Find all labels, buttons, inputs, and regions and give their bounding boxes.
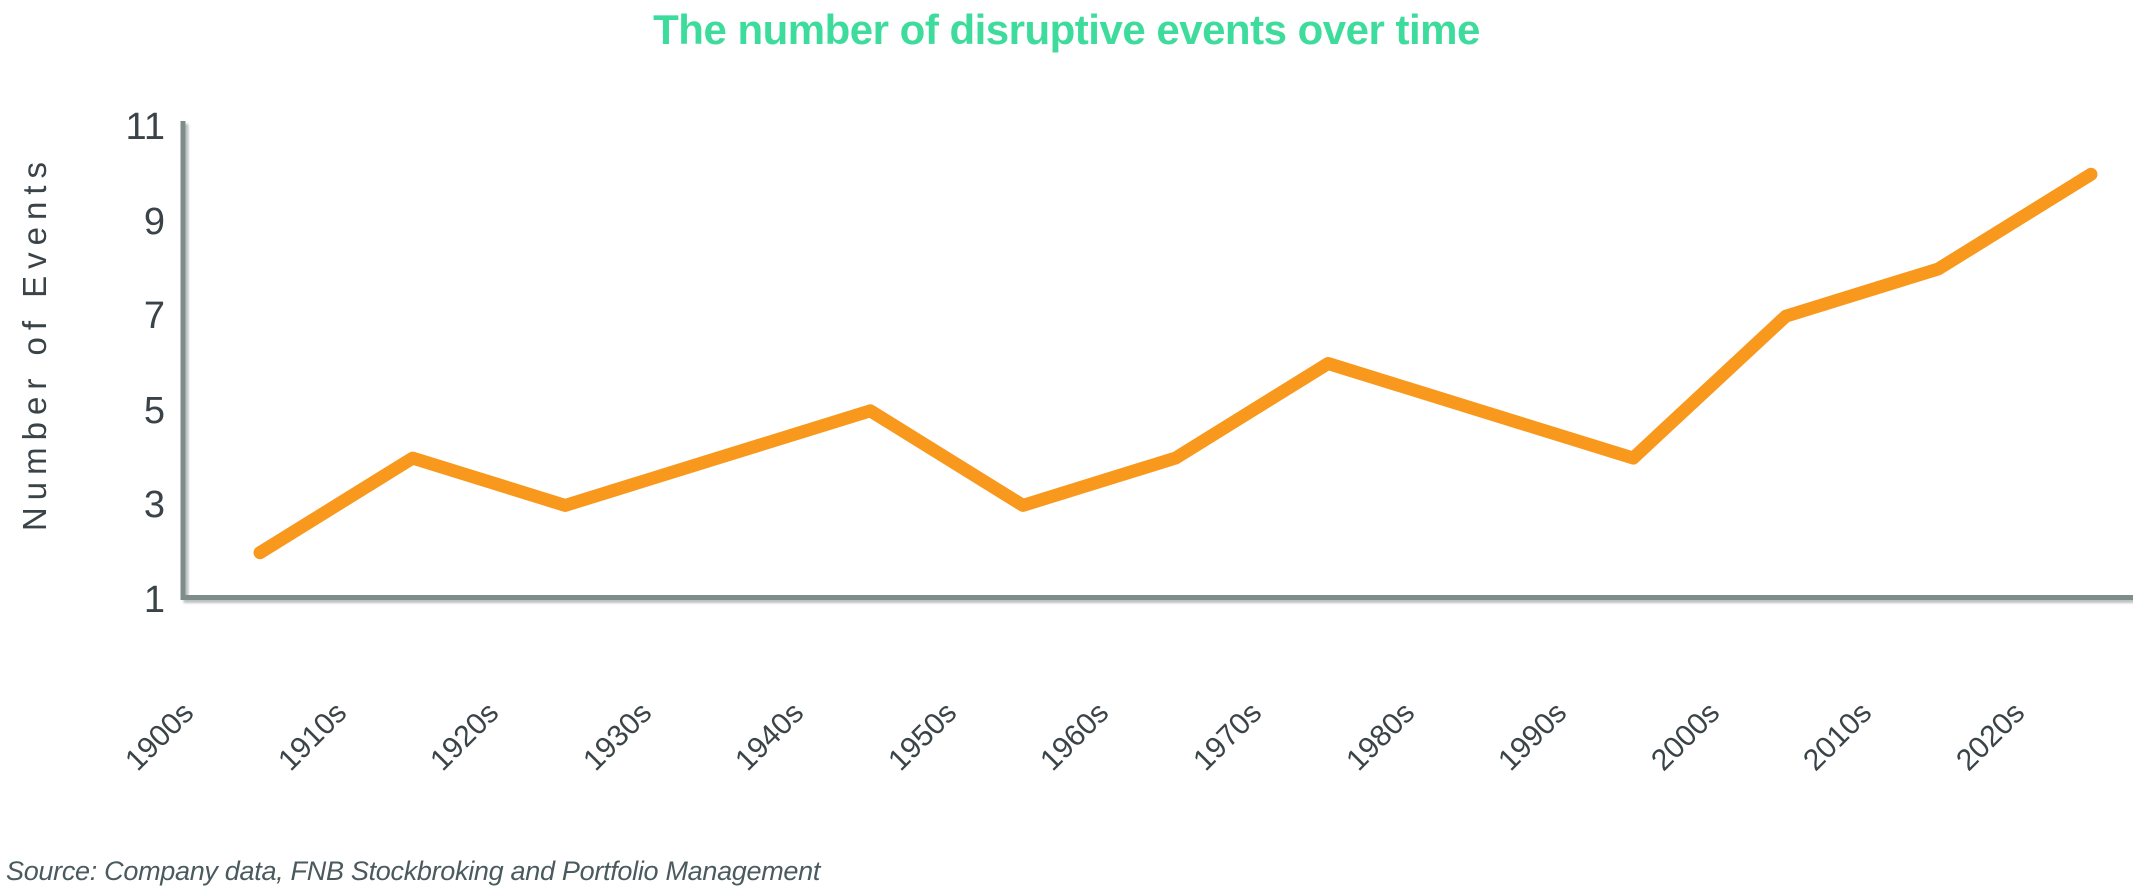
data-line-series (253, 167, 2098, 560)
y-tick-label: 5 (143, 389, 165, 432)
axes (180, 121, 2133, 600)
source-note: Source: Company data, FNB Stockbroking a… (6, 856, 821, 886)
y-tick-label: 11 (125, 106, 165, 148)
y-tick-label: 9 (143, 200, 165, 243)
y-tick-label: 3 (143, 484, 165, 527)
chart-title: The number of disruptive events over tim… (653, 6, 1480, 53)
y-tick-label: 7 (143, 295, 165, 338)
y-tick-label: 1 (143, 579, 165, 621)
